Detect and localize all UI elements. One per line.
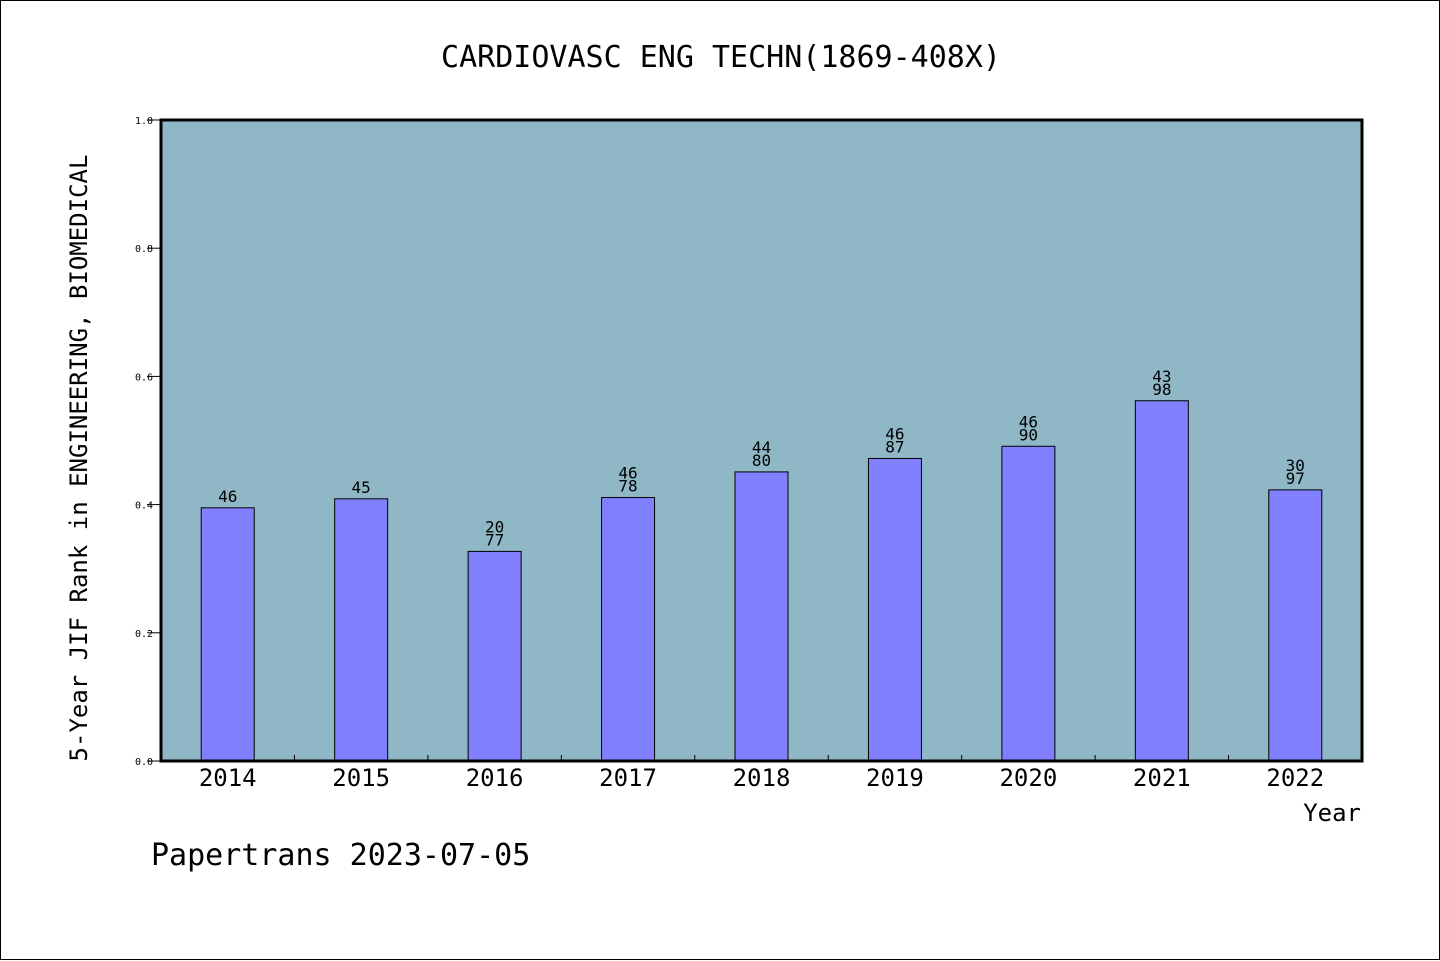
bar-data-label: 45 (352, 478, 371, 497)
bar-data-label: 46 (618, 464, 637, 483)
x-axis-label: Year (1303, 799, 1361, 827)
y-tick-label: 0.6 (135, 372, 153, 383)
bar-data-label: 43 (1152, 367, 1171, 386)
bar-data-label: 44 (752, 438, 771, 457)
bar-data-label: 20 (485, 517, 504, 536)
x-tick-label: 2022 (1266, 764, 1324, 792)
x-tick-label: 2016 (466, 764, 524, 792)
bar-2022 (1268, 489, 1323, 762)
x-tick-label: 2021 (1133, 764, 1191, 792)
bar-data-label: 77 (485, 530, 504, 549)
x-axis-ticks: 2014 2015 2016 2017 2018 2019 2020 2021 2022 (199, 755, 1324, 792)
bar-2020 (1001, 445, 1056, 762)
bar-data-label: 30 (1286, 456, 1305, 475)
y-tick-label: 0.2 (135, 629, 153, 640)
bar-2019 (867, 457, 922, 762)
chart-title: CARDIOVASC ENG TECHN(1869-408X) (441, 40, 1001, 75)
y-tick-label: 0.0 (135, 757, 153, 768)
footer-watermark: Papertrans 2023-07-05 (151, 838, 530, 873)
y-tick-label: 0.8 (135, 244, 153, 255)
bar-data-label: 80 (752, 451, 771, 470)
x-tick-label: 2018 (733, 764, 791, 792)
x-tick-label: 2020 (999, 764, 1057, 792)
x-tick-label: 2014 (199, 764, 257, 792)
bar-2015 (334, 498, 389, 762)
bar-data-label: 46 (1019, 412, 1038, 431)
bar-2014 (200, 507, 255, 762)
bar-data-label: 46 (885, 424, 904, 443)
bar-2018 (734, 471, 789, 762)
y-axis-ticks: 0.0 0.2 0.4 0.6 0.8 1.0 (135, 116, 161, 768)
x-tick-label: 2019 (866, 764, 924, 792)
y-tick-label: 0.4 (135, 501, 153, 512)
x-tick-label: 2017 (599, 764, 657, 792)
plot-border (159, 118, 1364, 763)
bar-data-label: 78 (618, 477, 637, 496)
x-tick-label: 2015 (332, 764, 390, 792)
bar-data-label: 97 (1286, 469, 1305, 488)
bar-data-label: 87 (885, 437, 904, 456)
bar-2021 (1134, 400, 1189, 762)
y-axis-label: 5-Year JIF Rank in ENGINEERING, BIOMEDIC… (65, 155, 93, 762)
bar-2016 (467, 550, 522, 762)
bar-data-label: 46 (218, 487, 237, 506)
bar-data-label: 90 (1019, 425, 1038, 444)
bar-2017 (601, 497, 656, 762)
y-tick-label: 1.0 (135, 116, 153, 127)
bar-data-label: 98 (1152, 380, 1171, 399)
